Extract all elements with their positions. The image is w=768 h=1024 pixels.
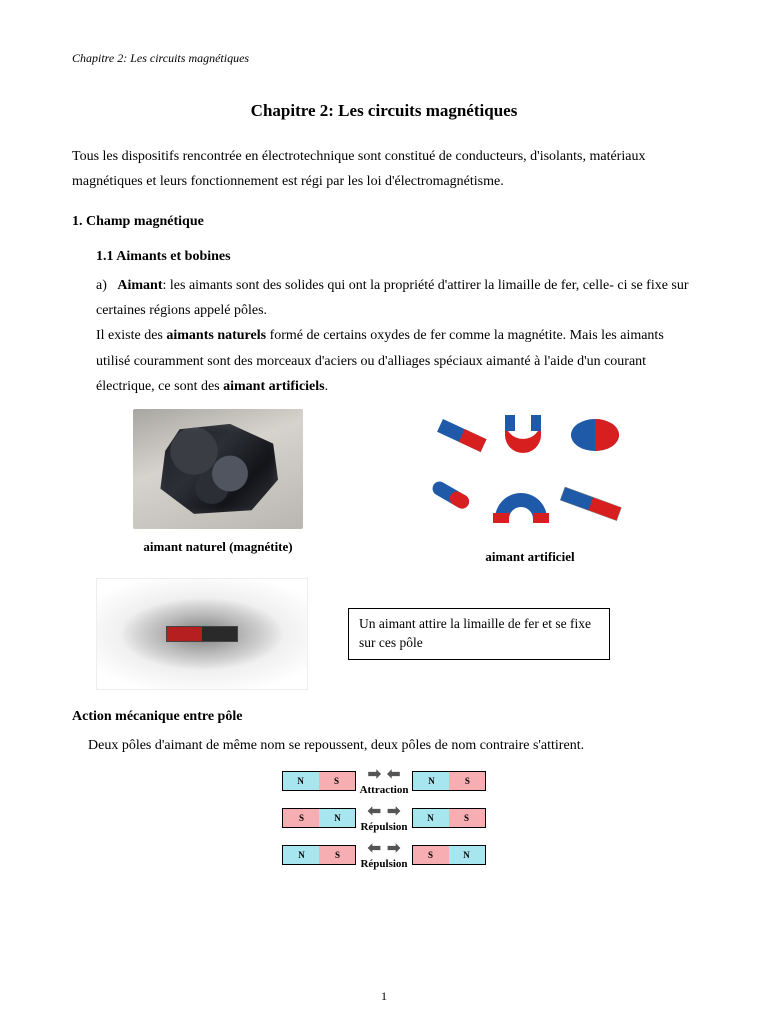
arrow-icon: ⬅ — [387, 767, 400, 783]
interaction-text: Répulsion — [360, 822, 407, 833]
arrow-icon: ⬅ — [368, 804, 381, 820]
pole-n: N — [449, 846, 485, 864]
pole-s: S — [449, 772, 485, 790]
iron-filings-photo — [96, 578, 308, 690]
caption-natural: aimant naturel (magnétite) — [133, 535, 303, 558]
pole-n: N — [283, 846, 319, 864]
art-bold: aimant artificiels — [223, 379, 324, 394]
figure-artificial: aimant artificiel — [425, 409, 635, 568]
document-page: Chapitre 2: Les circuits magnétiques Cha… — [0, 0, 768, 1024]
nat-bold: aimants naturels — [166, 328, 266, 343]
pole-s: S — [283, 809, 319, 827]
subsection-heading: 1.1 Aimants et bobines — [96, 244, 696, 269]
aimant-def: : les aimants sont des solides qui ont l… — [96, 278, 689, 318]
magnetite-photo — [133, 409, 303, 529]
interaction-label: ⬅ ➡ Répulsion — [360, 841, 407, 870]
term-aimant: Aimant — [117, 278, 162, 293]
bar-magnet: NS — [412, 771, 486, 791]
pole-s: S — [319, 772, 355, 790]
definition-block: a) Aimant: les aimants sont des solides … — [96, 273, 696, 399]
figure-row-1: aimant naturel (magnétite) — [72, 409, 696, 568]
running-header: Chapitre 2: Les circuits magnétiques — [72, 48, 696, 70]
arrow-icon: ⬅ — [368, 841, 381, 857]
magnet-shapes-set — [425, 409, 635, 539]
note-box: Un aimant attire la limaille de fer et s… — [348, 608, 610, 660]
intro-paragraph: Tous les dispositifs rencontrée en élect… — [72, 144, 696, 194]
pole-n: N — [319, 809, 355, 827]
arrow-icon: ➡ — [387, 804, 400, 820]
bar-magnet: SN — [282, 808, 356, 828]
item-label: a) — [96, 278, 107, 293]
mechanical-heading: Action mécanique entre pôle — [72, 704, 696, 729]
figure-natural: aimant naturel (magnétite) — [133, 409, 303, 558]
bar-magnet: NS — [282, 845, 356, 865]
bar-magnet: SN — [412, 845, 486, 865]
pole-s: S — [413, 846, 449, 864]
interaction-label: ⬅ ➡ Répulsion — [360, 804, 407, 833]
interaction-diagram: NS➡⬅AttractionNSSN⬅➡RépulsionNSNS⬅➡Répul… — [72, 767, 696, 870]
pole-s: S — [319, 846, 355, 864]
bar-magnet: NS — [282, 771, 356, 791]
nat-pre: Il existe des — [96, 328, 166, 343]
chapter-title: Chapitre 2: Les circuits magnétiques — [72, 96, 696, 127]
interaction-row: NS⬅➡RépulsionSN — [282, 841, 485, 870]
art-post: . — [325, 379, 329, 394]
pole-n: N — [413, 809, 449, 827]
interaction-text: Attraction — [360, 785, 409, 796]
interaction-label: ➡ ⬅ Attraction — [360, 767, 409, 796]
arrow-icon: ➡ — [387, 841, 400, 857]
bar-magnet-icon — [166, 626, 238, 642]
rock-shape — [158, 424, 278, 514]
interaction-row: NS➡⬅AttractionNS — [282, 767, 487, 796]
pole-n: N — [413, 772, 449, 790]
interaction-text: Répulsion — [360, 859, 407, 870]
section-heading: 1. Champ magnétique — [72, 209, 696, 234]
mechanical-text: Deux pôles d'aimant de même nom se repou… — [88, 733, 696, 758]
caption-artificial: aimant artificiel — [425, 545, 635, 568]
arrow-icon: ➡ — [368, 767, 381, 783]
pole-n: N — [283, 772, 319, 790]
page-number: 1 — [0, 986, 768, 1008]
bar-magnet: NS — [412, 808, 486, 828]
pole-s: S — [449, 809, 485, 827]
interaction-row: SN⬅➡RépulsionNS — [282, 804, 485, 833]
figure-row-2: Un aimant attire la limaille de fer et s… — [96, 578, 696, 690]
